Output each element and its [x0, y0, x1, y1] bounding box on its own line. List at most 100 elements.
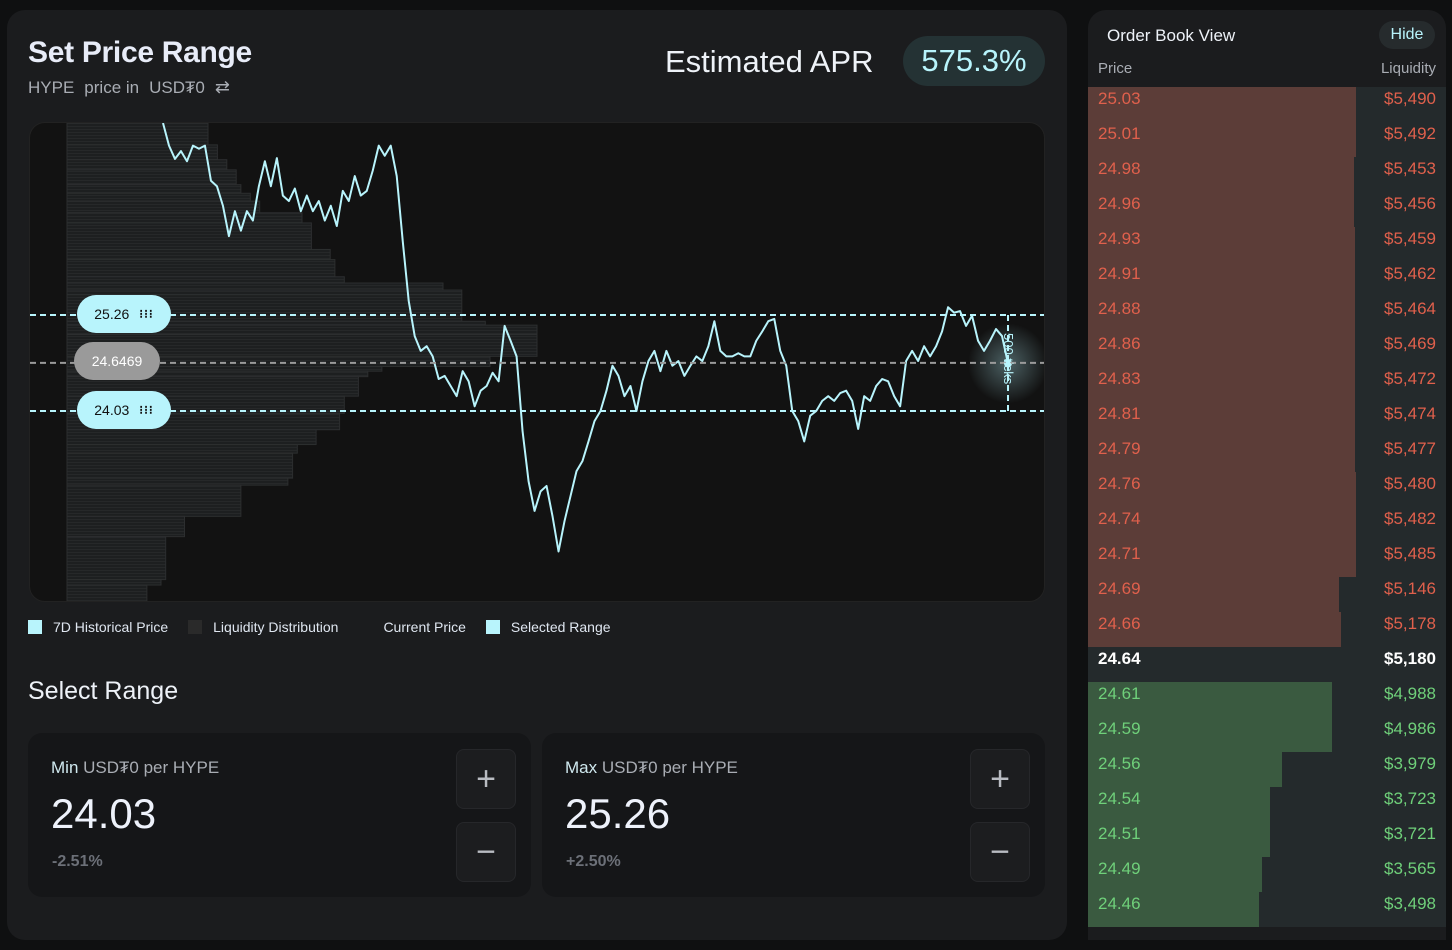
ask-row[interactable]: 24.71 $5,485: [1088, 542, 1446, 577]
legend-current-price: Current Price: [383, 619, 465, 635]
drag-grip-icon: ⁝⁝⁝: [139, 403, 154, 417]
liquidity-bar: [66, 515, 185, 538]
ask-row[interactable]: 24.74 $5,482: [1088, 507, 1446, 542]
row-price: 24.76: [1098, 474, 1141, 493]
liquidity-bar: [66, 159, 228, 171]
row-price: 24.71: [1098, 544, 1141, 563]
max-price-input[interactable]: 25.26: [565, 790, 671, 837]
liquidity-depth-bar: [1088, 542, 1356, 577]
legend-selected-range: Selected Range: [485, 619, 611, 635]
ask-row[interactable]: 24.96 $5,456: [1088, 192, 1446, 227]
row-price: 24.59: [1098, 719, 1141, 738]
liquidity-bar: [66, 477, 289, 486]
min-price-handle[interactable]: 24.03 ⁝⁝⁝: [77, 391, 171, 429]
max-price-handle-label: 25.26: [94, 306, 130, 322]
liquidity-depth-bar: [1088, 857, 1263, 892]
max-increase-button[interactable]: +: [970, 749, 1030, 809]
hide-order-book-button[interactable]: Hide: [1379, 21, 1435, 49]
row-liquidity: $4,988: [1384, 684, 1436, 703]
row-liquidity: $5,462: [1384, 264, 1436, 283]
row-liquidity: $5,180: [1384, 649, 1436, 668]
min-price-label: Min USD₮0 per HYPE: [51, 758, 220, 777]
bid-row[interactable]: 24.59 $4,986: [1088, 717, 1446, 752]
liquidity-depth-bar: [1088, 787, 1270, 822]
max-decrease-button[interactable]: −: [970, 822, 1030, 882]
min-price-card: Min USD₮0 per HYPE 24.03 -2.51% + −: [28, 733, 531, 897]
ask-row[interactable]: 24.81 $5,474: [1088, 402, 1446, 437]
liquidity-bar: [66, 289, 463, 296]
ask-row[interactable]: 24.79 $5,477: [1088, 437, 1446, 472]
order-book-rows: 25.03 $5,490 25.01 $5,492 24.98 $5,453 24.96 $5…: [1088, 87, 1446, 927]
liquidity-bar: [66, 429, 317, 446]
row-liquidity: $3,565: [1384, 859, 1436, 878]
legend-swatch: [188, 620, 203, 634]
ask-row[interactable]: 24.76 $5,480: [1088, 472, 1446, 507]
max-price-change: +2.50%: [566, 853, 621, 870]
row-liquidity: $5,477: [1384, 439, 1436, 458]
mid-row[interactable]: 24.64 $5,180: [1088, 647, 1446, 682]
bid-row[interactable]: 24.49 $3,565: [1088, 857, 1446, 892]
min-decrease-button[interactable]: −: [456, 822, 516, 882]
liquidity-depth-bar: [1088, 612, 1341, 647]
liquidity-depth-bar: [1088, 472, 1356, 507]
min-price-input[interactable]: 24.03: [51, 790, 157, 837]
ask-row[interactable]: 25.03 $5,490: [1088, 87, 1446, 122]
bid-row[interactable]: 24.56 $3,979: [1088, 752, 1446, 787]
row-price: 24.79: [1098, 439, 1141, 458]
tick-span-label: 500 ticks: [1001, 333, 1016, 385]
min-price-handle-label: 24.03: [94, 402, 130, 418]
ask-row[interactable]: 24.69 $5,146: [1088, 577, 1446, 612]
bid-row[interactable]: 24.46 $3,498: [1088, 892, 1446, 927]
liquidity-bar: [66, 579, 162, 586]
page-title: Set Price Range: [28, 36, 252, 69]
ask-row[interactable]: 24.98 $5,453: [1088, 157, 1446, 192]
price-in-label: price in: [84, 77, 140, 97]
legend-label: Selected Range: [510, 619, 611, 635]
liquidity-depth-bar: [1088, 332, 1356, 367]
ask-row[interactable]: 24.88 $5,464: [1088, 297, 1446, 332]
liquidity-bar: [66, 192, 251, 202]
min-increase-button[interactable]: +: [456, 749, 516, 809]
liquidity-depth-bar: [1088, 507, 1356, 542]
liquidity-bar: [66, 484, 242, 517]
liquidity-bar: [66, 184, 242, 194]
row-price: 24.88: [1098, 299, 1141, 318]
row-price: 24.98: [1098, 159, 1141, 178]
min-price-change: -2.51%: [52, 853, 103, 870]
row-liquidity: $3,723: [1384, 789, 1436, 808]
estimated-apr-label: Estimated APR: [665, 44, 874, 79]
drag-grip-icon: ⁝⁝⁝: [139, 307, 154, 321]
ask-row[interactable]: 24.93 $5,459: [1088, 227, 1446, 262]
ask-row[interactable]: 24.91 $5,462: [1088, 262, 1446, 297]
row-price: 24.91: [1098, 264, 1141, 283]
ask-row[interactable]: 25.01 $5,492: [1088, 122, 1446, 157]
row-price: 24.51: [1098, 824, 1141, 843]
price-pair-subtitle: HYPE price in USD₮0 ⇄: [28, 77, 230, 98]
liquidity-bar: [66, 444, 298, 454]
ask-row[interactable]: 24.66 $5,178: [1088, 612, 1446, 647]
ask-row[interactable]: 24.86 $5,469: [1088, 332, 1446, 367]
row-liquidity: $5,469: [1384, 334, 1436, 353]
bid-row[interactable]: 24.51 $3,721: [1088, 822, 1446, 857]
row-price: 25.03: [1098, 89, 1141, 108]
bid-row[interactable]: 24.54 $3,723: [1088, 787, 1446, 822]
price-range-chart[interactable]: 25.26 ⁝⁝⁝ 24.6469 24.03 ⁝⁝⁝ 500 ticks: [29, 122, 1045, 602]
row-liquidity: $5,459: [1384, 229, 1436, 248]
price-column-header: Price: [1098, 60, 1133, 77]
liquidity-depth-bar: [1088, 682, 1332, 717]
base-token: HYPE: [28, 77, 75, 97]
row-liquidity: $5,482: [1384, 509, 1436, 528]
max-price-handle[interactable]: 25.26 ⁝⁝⁝: [77, 295, 171, 333]
row-price: 24.64: [1098, 649, 1141, 668]
ask-row[interactable]: 24.83 $5,472: [1088, 367, 1446, 402]
bid-row[interactable]: 24.61 $4,988: [1088, 682, 1446, 717]
row-liquidity: $3,498: [1384, 894, 1436, 913]
current-price-label: 24.6469: [74, 342, 160, 380]
set-price-range-panel: Set Price Range HYPE price in USD₮0 ⇄ Es…: [7, 10, 1067, 940]
legend-label: Liquidity Distribution: [213, 619, 339, 635]
current-price-dot: [1004, 359, 1012, 368]
liquidity-depth-bar: [1088, 192, 1355, 227]
estimated-apr-value: 575.3%: [903, 36, 1045, 86]
liquidity-depth-bar: [1088, 122, 1357, 157]
swap-arrows-icon[interactable]: ⇄: [214, 77, 230, 97]
